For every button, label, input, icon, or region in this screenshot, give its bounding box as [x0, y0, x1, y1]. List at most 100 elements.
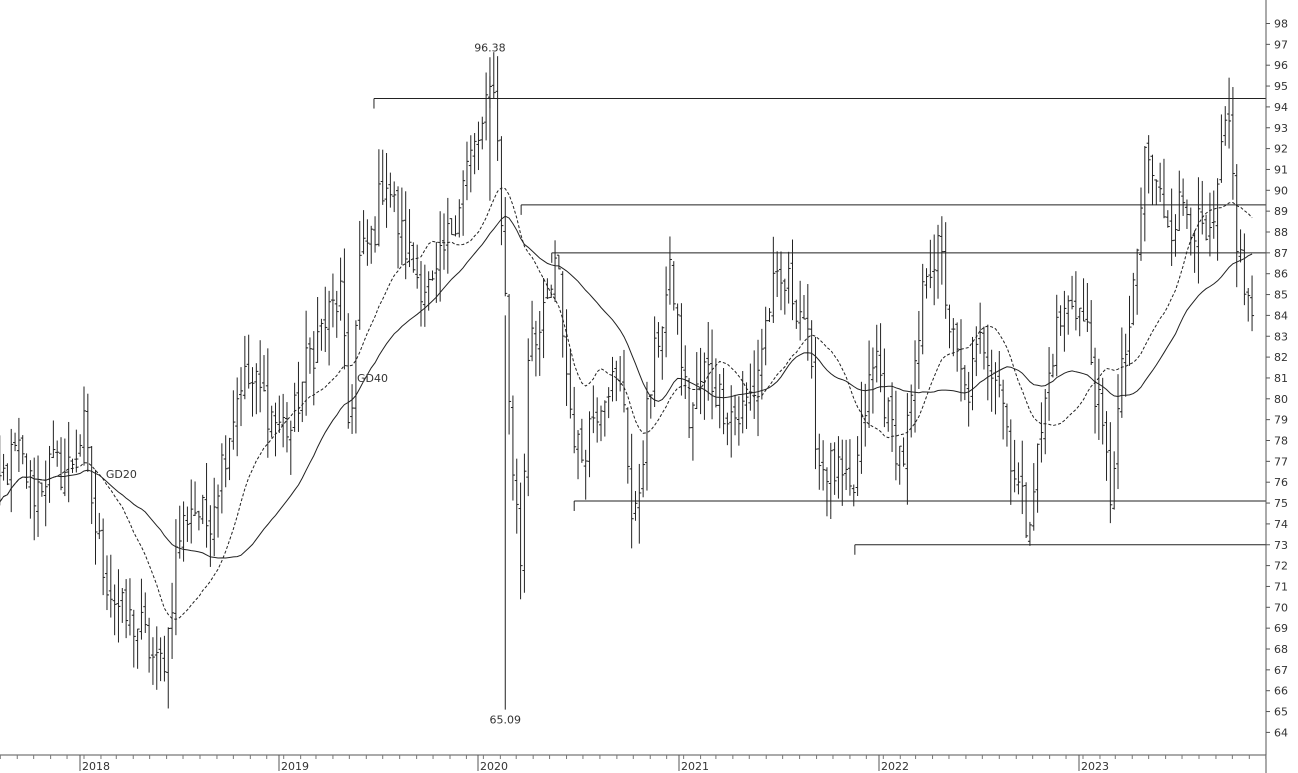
y-tick-label: 85	[1274, 289, 1288, 302]
price-bar	[644, 381, 649, 491]
price-bar	[664, 266, 669, 358]
price-bar	[116, 569, 121, 643]
price-bar	[185, 506, 190, 542]
price-bar	[242, 335, 247, 400]
price-bar	[997, 351, 1002, 398]
price-bar	[1131, 272, 1136, 326]
price-bar	[135, 628, 140, 669]
y-tick-label: 70	[1274, 601, 1288, 614]
price-bar	[530, 300, 535, 362]
horizontal-line	[520, 204, 1266, 215]
price-bar	[1016, 462, 1021, 495]
price-bar	[124, 579, 129, 639]
price-bar	[625, 407, 630, 484]
price-bar	[150, 637, 155, 685]
price-bar	[193, 481, 198, 516]
price-bar	[445, 197, 450, 274]
price-bar	[369, 225, 374, 264]
ma-label: GD20	[106, 468, 137, 481]
price-bar	[304, 310, 309, 416]
price-bar	[752, 350, 757, 419]
price-bar	[1035, 443, 1040, 513]
price-bar	[660, 326, 665, 380]
price-bar	[1104, 411, 1109, 481]
price-bar	[1020, 440, 1025, 515]
price-bar	[855, 436, 860, 497]
y-tick-label: 79	[1274, 414, 1288, 427]
y-tick-label: 75	[1274, 497, 1288, 510]
price-bar	[556, 254, 561, 270]
y-tick-label: 64	[1274, 726, 1288, 739]
price-bar	[162, 635, 167, 682]
price-bar	[1, 453, 6, 481]
price-bar	[219, 443, 224, 514]
y-tick-label: 95	[1274, 80, 1288, 93]
price-bar	[74, 429, 79, 473]
y-tick-label: 82	[1274, 351, 1288, 364]
price-bar	[1215, 178, 1220, 261]
y-tick-label: 98	[1274, 18, 1288, 31]
price-bar	[20, 435, 25, 465]
price-bar	[1073, 271, 1078, 331]
price-bar	[430, 270, 435, 281]
price-bar	[384, 153, 389, 228]
price-bar	[729, 385, 734, 458]
y-tick-label: 91	[1274, 163, 1288, 176]
price-bar	[254, 363, 259, 415]
price-bar	[522, 453, 527, 593]
price-bar	[1230, 87, 1235, 200]
horizontal-line	[573, 500, 1266, 511]
price-bar	[334, 290, 339, 338]
price-bar	[583, 449, 588, 500]
price-bar	[924, 268, 929, 299]
price-bar	[717, 373, 722, 429]
price-bar	[1223, 106, 1228, 146]
y-tick-label: 86	[1274, 268, 1288, 281]
price-bar	[786, 251, 791, 304]
price-bar	[859, 381, 864, 474]
price-bar	[1204, 214, 1209, 241]
price-bar	[388, 172, 393, 208]
price-bar	[200, 494, 205, 525]
y-tick-label: 77	[1274, 455, 1288, 468]
price-bar	[281, 393, 286, 448]
price-bar	[273, 402, 278, 457]
price-bar	[1001, 379, 1006, 440]
price-bar	[702, 352, 707, 420]
price-bar	[261, 355, 266, 392]
price-bar	[798, 280, 803, 341]
price-bar	[1039, 402, 1044, 463]
price-bar	[9, 428, 14, 513]
price-bar	[472, 132, 477, 175]
price-bar	[621, 349, 626, 413]
annotations: 96.38 65.09 GD20 GD40	[106, 41, 521, 726]
price-bar	[1219, 114, 1224, 183]
x-tick-label: 2018	[82, 760, 110, 773]
price-bar	[143, 592, 148, 633]
price-bar	[955, 322, 960, 372]
price-bar	[399, 187, 404, 265]
price-bar	[671, 261, 676, 311]
price-bar	[292, 382, 297, 432]
price-bar	[1085, 282, 1090, 332]
price-bar	[1119, 327, 1124, 418]
price-bar	[939, 216, 944, 285]
price-bar	[1027, 521, 1032, 546]
price-bar	[1112, 451, 1117, 510]
price-bar	[499, 136, 504, 246]
price-bar	[744, 382, 749, 430]
price-bar	[457, 199, 462, 238]
y-tick-label: 93	[1274, 122, 1288, 135]
price-bar	[970, 336, 975, 411]
price-bar	[1050, 353, 1055, 378]
y-tick-label: 69	[1274, 622, 1288, 635]
price-bar	[541, 278, 546, 359]
price-bar	[1188, 207, 1193, 256]
price-bar	[1196, 177, 1201, 284]
extreme-label: 65.09	[490, 714, 522, 727]
price-bar	[595, 397, 600, 443]
price-bar	[1096, 358, 1101, 440]
price-bar	[36, 455, 41, 537]
price-bar	[989, 349, 994, 412]
y-tick-label: 76	[1274, 476, 1288, 489]
